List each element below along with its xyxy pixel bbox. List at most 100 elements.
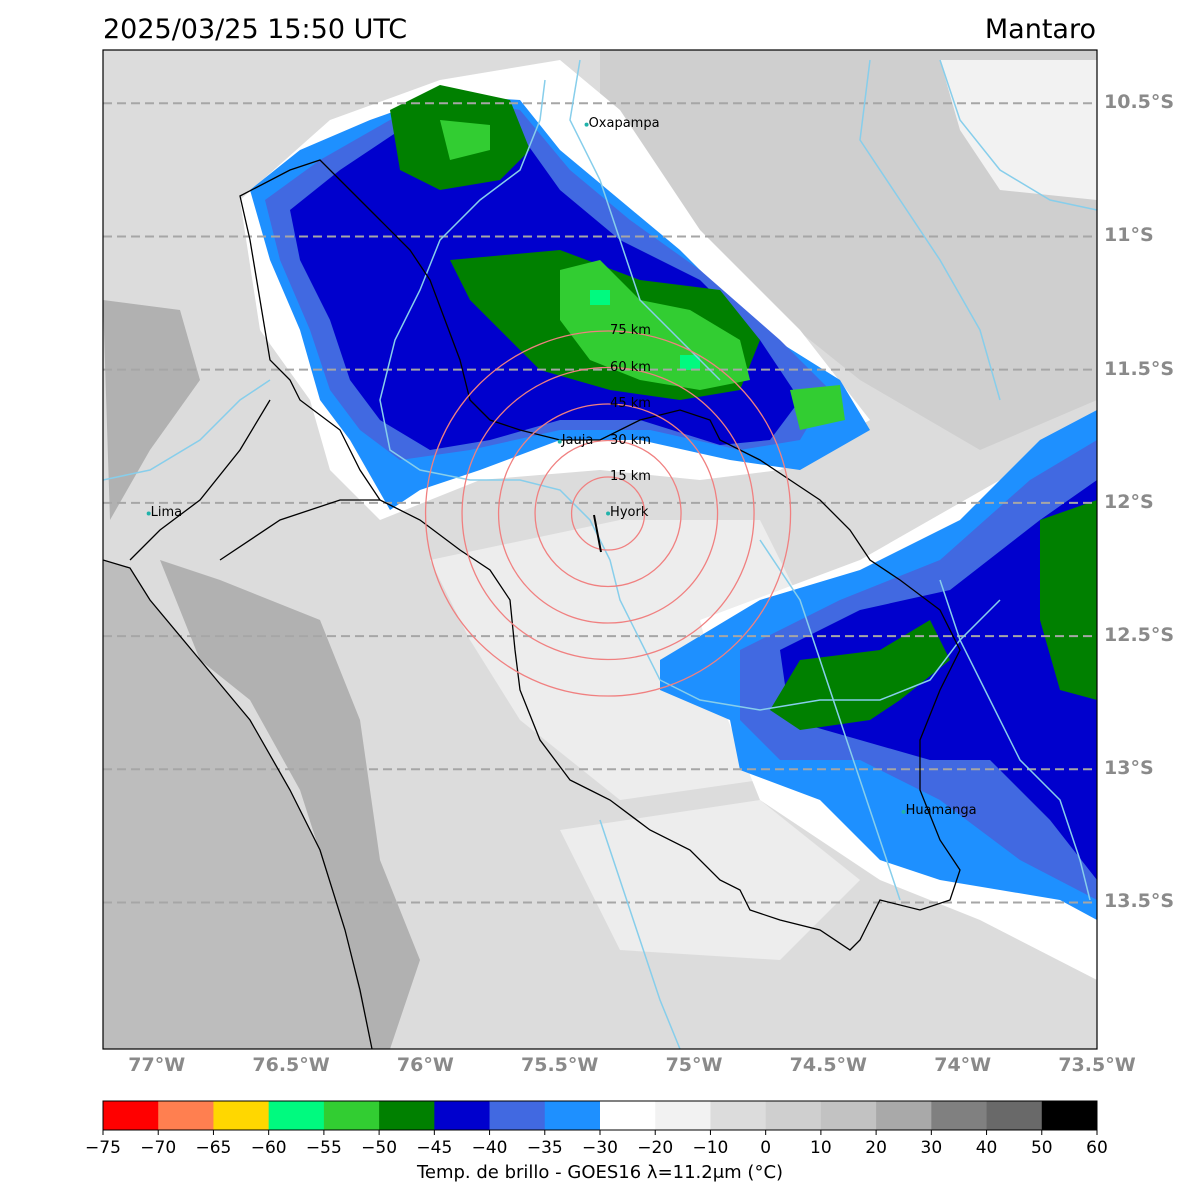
- colorbar-tick-label: 60: [1086, 1138, 1108, 1158]
- lon-tick-label: 74°W: [934, 1054, 992, 1076]
- lon-tick-label: 75°W: [665, 1054, 723, 1076]
- colorbar-segment: [489, 1101, 546, 1130]
- map-frame: [102, 49, 1098, 1050]
- range-ring: [424, 330, 792, 697]
- colorbar-tick-label: −45: [416, 1138, 453, 1158]
- range-ring-label: 75 km: [610, 323, 651, 339]
- mantaro-river: [379, 79, 1001, 711]
- range-ring-label: 30 km: [610, 432, 651, 448]
- colorbar-segment: [931, 1101, 988, 1130]
- region-border: [129, 399, 380, 561]
- city-label: Lima: [150, 504, 183, 520]
- city-label: Hyork: [610, 504, 649, 520]
- range-ring: [461, 366, 755, 661]
- northeast-gray: [600, 50, 1097, 450]
- ene-river: [939, 579, 1091, 901]
- colorbar-frame: [102, 1100, 1098, 1131]
- colorbar-tick-label: 30: [920, 1138, 943, 1158]
- colorbar-tick-label: −75: [85, 1138, 121, 1158]
- city-label: Huamanga: [905, 802, 977, 818]
- colorbar-tick-label: −60: [250, 1138, 287, 1158]
- colorbar-segment: [323, 1101, 380, 1130]
- radar-beam-marker: [593, 514, 602, 553]
- colorbar-tick-label: −20: [637, 1138, 674, 1158]
- colorbar: [102, 1101, 1098, 1135]
- colorbar-segment: [544, 1101, 601, 1130]
- colorbar-segment: [710, 1101, 767, 1130]
- map-area: [103, 50, 1097, 1049]
- colorbar-segment: [655, 1101, 711, 1130]
- latitude-grid: [103, 102, 1097, 904]
- range-ring-label: 15 km: [610, 469, 651, 485]
- cloud-green-southeast: [770, 500, 1097, 730]
- lat-tick-label: 11.5°S: [1104, 357, 1175, 380]
- range-ring: [570, 476, 646, 551]
- city-marker: [584, 122, 589, 127]
- ocean: [103, 560, 372, 1049]
- colorbar-tick-label: −65: [195, 1138, 232, 1158]
- colorbar-tick-label: 0: [760, 1138, 772, 1158]
- lat-tick-label: 12.5°S: [1104, 624, 1175, 647]
- basin-title: Mantaro: [984, 14, 1096, 45]
- colorbar-segment: [158, 1101, 214, 1130]
- colorbar-segment: [765, 1101, 822, 1130]
- colorbar-segment: [379, 1101, 435, 1130]
- tributary-river-north: [569, 59, 721, 381]
- coastline: [103, 559, 373, 1049]
- city-label: Jauja: [561, 432, 594, 448]
- colorbar-segment: [820, 1101, 877, 1130]
- city-marker: [146, 511, 151, 516]
- lat-tick-label: 13°S: [1104, 757, 1154, 780]
- southern-river: [599, 819, 681, 1049]
- city-markers: [146, 122, 906, 814]
- coastal-gray: [103, 300, 420, 1049]
- colorbar-tick-label: −30: [582, 1138, 618, 1158]
- colorbar-tick-label: −70: [140, 1138, 177, 1158]
- colorbar-segment: [268, 1101, 325, 1130]
- colorbar-segment: [600, 1101, 656, 1130]
- cloud-white-northeast: [940, 60, 1097, 200]
- colorbar-tick-label: 40: [975, 1138, 998, 1158]
- range-rings: [424, 330, 792, 697]
- colorbar-tick-label: −50: [361, 1138, 398, 1158]
- northeast-river: [939, 59, 1097, 211]
- colorbar-segment: [876, 1101, 932, 1130]
- city-label: Oxapampa: [588, 115, 660, 131]
- colorbar-tick-label: −10: [692, 1138, 729, 1158]
- lat-tick-label: 10.5°S: [1104, 91, 1175, 114]
- lat-tick-label: 11°S: [1104, 224, 1154, 247]
- date-time-title: 2025/03/25 15:50 UTC: [103, 14, 408, 45]
- city-marker: [557, 439, 562, 444]
- coastal-river: [103, 379, 271, 481]
- lon-tick-label: 74.5°W: [789, 1054, 868, 1076]
- range-ring: [497, 403, 719, 624]
- range-ring: [534, 439, 682, 588]
- apurimac-river: [759, 539, 901, 901]
- lon-tick-label: 76°W: [396, 1054, 454, 1076]
- colorbar-segment: [103, 1101, 159, 1130]
- tributary-river-east: [859, 59, 1001, 401]
- colorbar-tick-label: −40: [471, 1138, 508, 1158]
- colorbar-segment: [434, 1101, 491, 1130]
- colorbar-tick-label: 50: [1030, 1138, 1053, 1158]
- colorbar-tick-label: −55: [305, 1138, 342, 1158]
- range-ring-label: 60 km: [610, 359, 651, 375]
- city-marker: [606, 511, 611, 516]
- colorbar-label: Temp. de brillo - GOES16 λ=11.2μm (°C): [416, 1162, 784, 1183]
- lat-tick-label: 12°S: [1104, 490, 1154, 513]
- range-ring-label: 45 km: [610, 396, 651, 412]
- lon-tick-label: 77°W: [128, 1054, 186, 1076]
- colorbar-tick-label: 20: [865, 1138, 887, 1158]
- colorbar-tick-label: −35: [526, 1138, 563, 1158]
- cloud-lime-north: [440, 120, 845, 430]
- city-marker: [901, 809, 906, 814]
- lon-tick-label: 73.5°W: [1058, 1054, 1136, 1076]
- rivers: [103, 59, 1097, 1049]
- colorbar-segment: [1041, 1101, 1098, 1130]
- colorbar-segment: [986, 1101, 1043, 1130]
- lat-tick-label: 13.5°S: [1104, 890, 1175, 913]
- colorbar-segment: [213, 1101, 270, 1130]
- cloud-spring-north: [590, 290, 700, 370]
- lon-tick-label: 76.5°W: [252, 1054, 330, 1076]
